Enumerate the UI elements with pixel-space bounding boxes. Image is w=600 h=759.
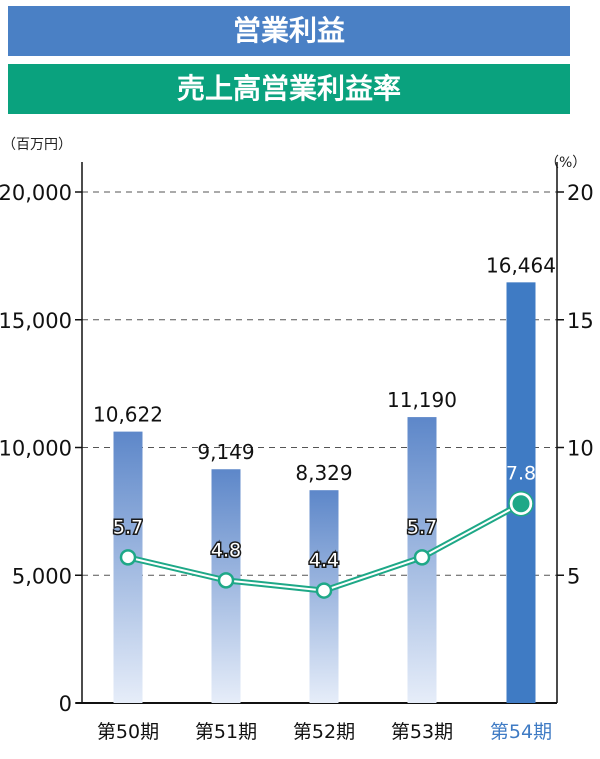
category-label: 第52期 (293, 721, 355, 743)
left-tick-label: 0 (59, 692, 72, 716)
bar-value-label: 16,464 (486, 253, 556, 277)
margin-point (217, 572, 235, 589)
margin-point (509, 492, 533, 516)
bar-第50期 (113, 431, 143, 703)
margin-point (315, 582, 333, 599)
margin-value-label: 4.4 (309, 550, 339, 572)
margin-value-label: 7.8 (506, 463, 536, 485)
right-tick-label: 15 (567, 309, 594, 333)
bars (113, 282, 536, 703)
left-tick-label: 5,000 (12, 564, 72, 588)
category-label: 第53期 (391, 721, 453, 743)
margin-value-label: 5.7 (113, 516, 143, 538)
right-tick-label: 10 (567, 437, 594, 461)
axes: 0 5,000 10,000 15,000 20,000 5 10 15 20 (0, 162, 594, 716)
right-tick-label: 5 (567, 564, 580, 588)
operating-profit-banner: 営業利益 (8, 6, 570, 56)
margin-point (119, 549, 137, 566)
bar-value-label: 11,190 (387, 388, 457, 412)
left-tick-label: 10,000 (0, 437, 72, 461)
bar-value-label: 9,149 (197, 440, 254, 464)
category-label: 第54期 (490, 721, 552, 743)
left-tick-label: 20,000 (0, 181, 72, 205)
margin-point-ring (508, 490, 534, 517)
bar-value-label: 8,329 (295, 461, 352, 485)
category-label: 第50期 (97, 721, 159, 743)
margin-value-label: 5.7 (407, 516, 437, 538)
grid-lines (82, 191, 557, 576)
data-labels: 10,622 9,149 8,329 11,190 16,464 第50期 第51期 第52期… (93, 253, 556, 743)
margin-point (413, 549, 431, 566)
bar-value-label: 10,622 (93, 403, 163, 427)
operating-margin-banner: 売上高営業利益率 (8, 64, 570, 114)
left-tick-label: 15,000 (0, 309, 72, 333)
right-tick-label: 20 (567, 181, 594, 205)
margin-value-label: 4.8 (211, 539, 241, 561)
margin-line (119, 490, 534, 599)
left-axis-unit: （百万円） (2, 137, 72, 153)
right-axis-unit: （%） (545, 155, 587, 171)
category-label: 第51期 (195, 721, 257, 743)
